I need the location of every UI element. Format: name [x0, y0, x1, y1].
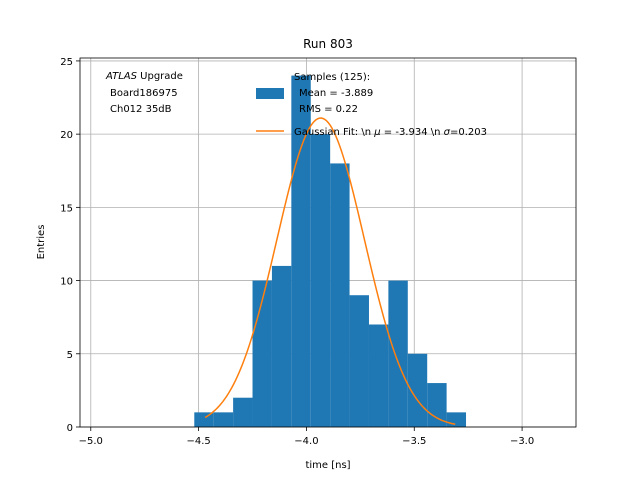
legend-histogram-line-2: Mean = -3.889: [299, 88, 373, 99]
annotation-line-3: Ch012 35dB: [110, 104, 172, 115]
chart-title: Run 803: [303, 37, 353, 51]
legend-fit-sigma: σ: [444, 127, 451, 138]
histogram-bar: [233, 397, 253, 427]
y-tick-label-0: 0: [67, 423, 73, 434]
legend-fit-mu: μ: [373, 127, 380, 138]
atlas-annotation: ATLAS Upgrade Board186975 Ch012 35dB: [105, 71, 183, 115]
legend-histogram-line-1: Samples (125):: [294, 72, 370, 83]
plot-frame: [79, 57, 577, 428]
x-tick-label-4: −3.0: [510, 436, 534, 447]
x-tick-label-3: −3.5: [402, 436, 426, 447]
annotation-line-2: Board186975: [110, 88, 178, 99]
x-tick-label-2: −4.0: [294, 436, 318, 447]
legend-fit-prefix: Gaussian Fit: \n: [294, 127, 374, 138]
x-axis-ticks: −5.0 −4.5 −4.0 −3.5 −3.0: [79, 427, 534, 447]
y-axis-label: Entries: [36, 225, 47, 260]
x-axis-label: time [ns]: [305, 460, 350, 471]
y-tick-label-5: 25: [60, 57, 73, 68]
legend: Samples (125): Mean = -3.889 RMS = 0.22 …: [256, 72, 487, 138]
annotation-line-1-text: Upgrade: [137, 71, 183, 82]
histogram-bar: [349, 295, 369, 427]
histogram-bar: [427, 383, 447, 427]
histogram-bar: [368, 324, 389, 427]
gaussian-fit-curve: [204, 117, 456, 425]
y-tick-label-3: 15: [60, 203, 73, 214]
x-tick-label-0: −5.0: [79, 436, 103, 447]
y-tick-label-2: 10: [60, 277, 73, 288]
histogram-bar: [271, 265, 292, 427]
legend-fit-label: Gaussian Fit: \n μ = -3.934 \n σ=0.203: [294, 127, 487, 138]
histogram-bar: [310, 134, 331, 427]
x-tick-label-1: −4.5: [186, 436, 210, 447]
annotation-line-1: ATLAS Upgrade: [105, 71, 183, 82]
y-tick-label-4: 20: [60, 130, 73, 141]
y-axis-ticks: 0 5 10 15 20 25: [60, 57, 80, 434]
annotation-line-1-italic: ATLAS: [105, 71, 138, 82]
histogram-bar: [446, 412, 467, 427]
y-tick-label-1: 5: [67, 350, 73, 361]
legend-fit-suffix: =0.203: [450, 127, 487, 138]
histogram-bar: [213, 412, 234, 427]
histogram-bar: [388, 280, 408, 427]
histogram-bar: [330, 163, 350, 427]
legend-histogram-swatch: [256, 88, 284, 99]
legend-histogram-line-3: RMS = 0.22: [299, 104, 358, 115]
legend-fit-mid: = -3.934 \n: [381, 127, 444, 138]
histogram-bar: [407, 353, 428, 427]
